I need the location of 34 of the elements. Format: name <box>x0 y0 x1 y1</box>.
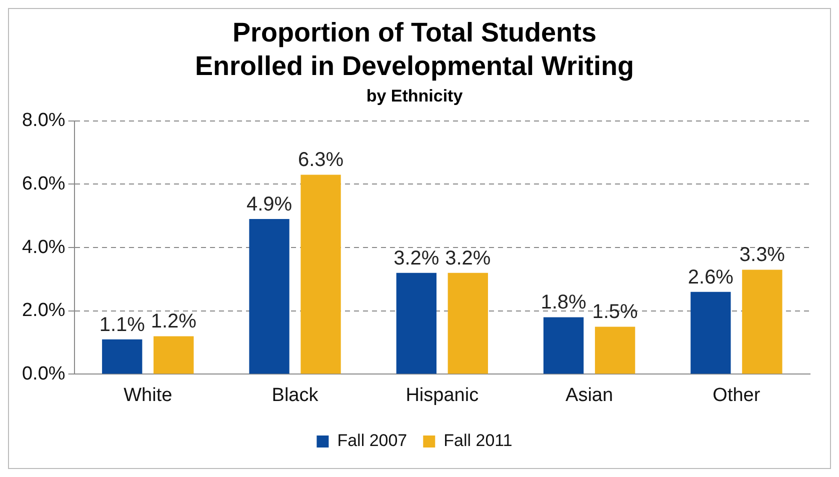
x-tick-label: White <box>124 384 172 406</box>
bar <box>102 339 142 374</box>
data-label: 1.1% <box>99 314 146 336</box>
legend-label: Fall 2011 <box>444 431 512 450</box>
y-tick-label: 8.0% <box>22 110 66 132</box>
data-label: 3.2% <box>394 247 440 270</box>
data-label: 1.8% <box>540 292 587 314</box>
data-label: 4.9% <box>246 194 292 216</box>
bar <box>448 272 488 374</box>
y-tick-label: 2.0% <box>22 300 66 322</box>
data-label: 6.3% <box>298 149 344 172</box>
x-tick-label: Other <box>712 384 761 406</box>
data-label: 2.6% <box>688 266 734 288</box>
bar <box>249 219 290 374</box>
bar <box>690 292 731 374</box>
bar <box>543 317 584 374</box>
chart-subtitle: by Ethnicity <box>366 86 464 106</box>
x-tick-label: Black <box>272 384 319 406</box>
data-label: 3.2% <box>445 247 491 270</box>
bar <box>154 336 194 374</box>
bar <box>594 326 636 374</box>
data-label: 1.2% <box>150 310 197 333</box>
bar <box>300 174 341 374</box>
bar <box>396 272 436 374</box>
y-tick-label: 0.0% <box>22 363 66 384</box>
legend-label: Fall 2007 <box>337 431 408 450</box>
data-label: 3.3% <box>739 244 786 266</box>
y-tick-label: 6.0% <box>22 173 66 194</box>
x-tick-label: Asian <box>566 384 614 406</box>
data-label: 1.5% <box>592 301 638 324</box>
bar <box>742 270 782 374</box>
x-tick-label: Hispanic <box>406 384 479 406</box>
y-tick-label: 4.0% <box>22 236 66 258</box>
chart-title: Proportion of Total Students Enrolled in Developmental Writing <box>194 17 634 82</box>
